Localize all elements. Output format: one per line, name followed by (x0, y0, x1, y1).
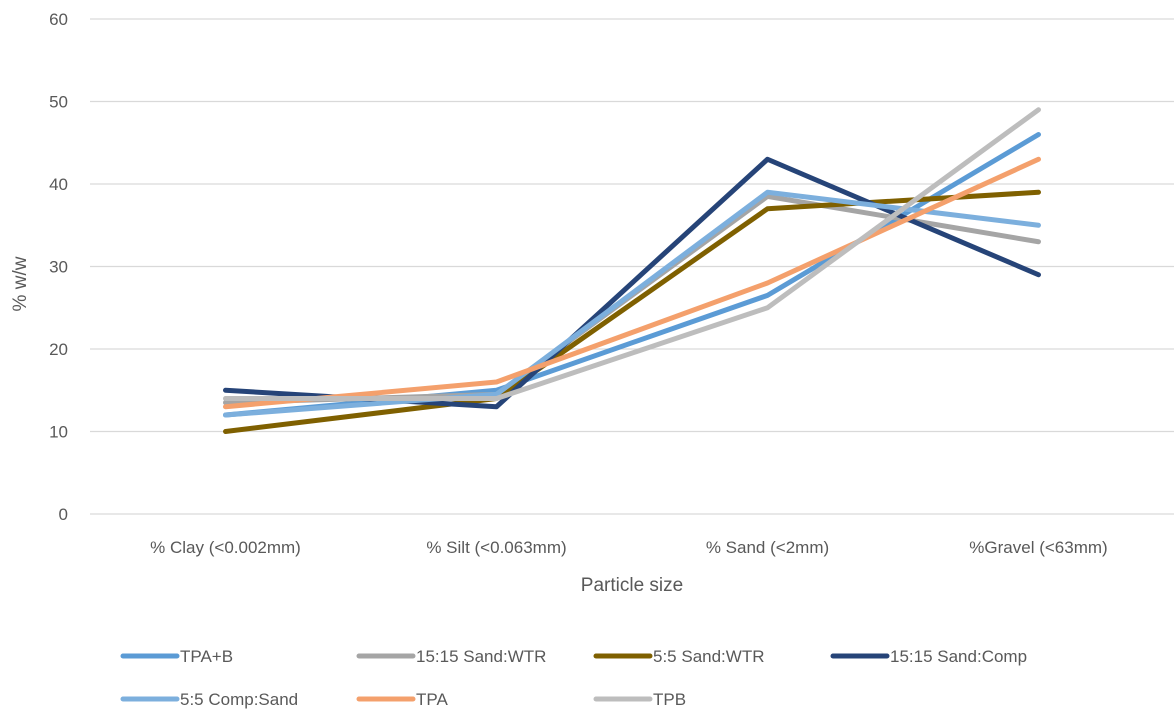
legend-label: 15:15 Sand:WTR (416, 647, 546, 666)
series-line-2 (223, 193, 1041, 406)
legend-label: TPA+B (180, 647, 233, 666)
series-lines (223, 107, 1041, 434)
series-line-7 (223, 107, 1041, 401)
y-tick-label: 20 (49, 340, 68, 359)
y-tick-label: 60 (49, 10, 68, 29)
legend-label: 5:5 Comp:Sand (180, 690, 298, 709)
y-tick-label: 50 (49, 93, 68, 112)
y-tick-label: 10 (49, 423, 68, 442)
legend-item: 5:5 Comp:Sand (120, 690, 298, 709)
legend-label: TPB (653, 690, 686, 709)
y-axis-ticks: 0 10 20 30 40 50 60 (49, 10, 68, 524)
series-line-6 (223, 156, 1041, 410)
legend-label: 15:15 Sand:Comp (890, 647, 1027, 666)
legend: TPA+B 15:15 Sand:WTR 5:5 Sand:WTR 15:15 San… (120, 647, 1027, 709)
y-tick-label: 30 (49, 258, 68, 277)
x-axis-title: Particle size (581, 575, 683, 596)
x-axis-ticks: % Clay (<0.002mm) % Silt (<0.063mm) % Sand… (150, 538, 1108, 557)
legend-label: TPA (416, 690, 448, 709)
y-tick-label: 0 (59, 505, 68, 524)
series-line-3 (223, 189, 1041, 434)
x-tick-label: % Sand (<2mm) (706, 538, 829, 557)
legend-label: 5:5 Sand:WTR (653, 647, 765, 666)
x-tick-label: %Gravel (<63mm) (969, 538, 1107, 557)
y-axis-title: % w/w (10, 256, 31, 311)
legend-item: TPB (593, 690, 686, 709)
x-tick-label: % Clay (<0.002mm) (150, 538, 301, 557)
gridlines (90, 18, 1174, 515)
legend-item: TPA+B (120, 647, 233, 666)
y-tick-label: 40 (49, 175, 68, 194)
legend-item: 15:15 Sand:Comp (830, 647, 1027, 666)
x-tick-label: % Silt (<0.063mm) (426, 538, 566, 557)
series-line-1 (223, 132, 1041, 418)
legend-item: 15:15 Sand:WTR (356, 647, 546, 666)
legend-item: TPA (356, 690, 448, 709)
legend-item: 5:5 Sand:WTR (593, 647, 765, 666)
